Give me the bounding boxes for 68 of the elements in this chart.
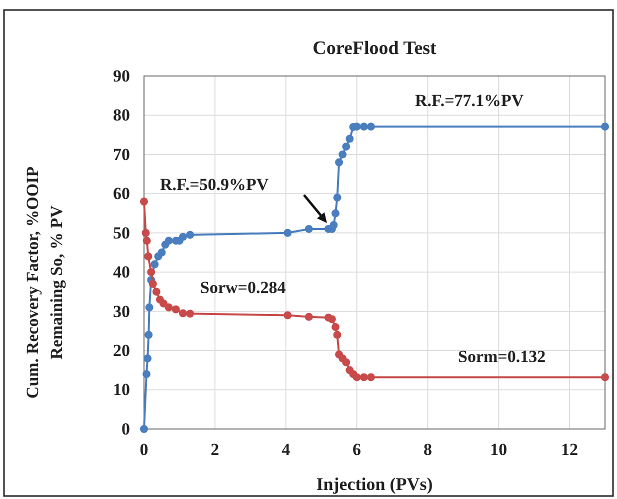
point (332, 323, 340, 332)
y-tick-label: 50 (113, 223, 130, 242)
point (346, 134, 354, 143)
point (152, 288, 160, 296)
point (160, 300, 168, 308)
point (304, 224, 313, 233)
point (360, 122, 368, 131)
y-tick-label: 70 (113, 144, 130, 164)
x-tick-label: 0 (140, 440, 148, 460)
point (158, 248, 166, 256)
point (142, 236, 151, 245)
y-tick-label: 10 (113, 380, 130, 400)
annotation: R.F.=77.1%PV (415, 91, 524, 110)
point (144, 330, 153, 339)
point (140, 425, 148, 433)
x-tick-label: 8 (423, 440, 432, 460)
chart-title: CoreFlood Test (312, 38, 438, 59)
y-tick-label: 20 (113, 340, 130, 360)
point (601, 122, 609, 131)
point (172, 305, 180, 314)
point (342, 142, 350, 151)
y-axis-title: Cum. Recovery Factor, %OOIP Remaining So, % PV (23, 166, 66, 399)
annotation: Sorw=0.284 (200, 278, 286, 297)
x-tick-label: 6 (352, 440, 362, 460)
point (150, 260, 159, 268)
annotation: Sorm=0.132 (458, 347, 546, 366)
point (360, 373, 368, 382)
annotation: R.F.=50.9%PV (160, 175, 270, 194)
point (330, 221, 338, 230)
point (186, 230, 194, 239)
point (144, 354, 152, 362)
point (179, 309, 187, 318)
point (142, 228, 150, 237)
x-tick-label: 12 (561, 440, 578, 460)
point (601, 373, 609, 382)
point (179, 232, 187, 241)
point (333, 330, 342, 339)
point (142, 370, 150, 378)
point (144, 252, 152, 260)
y-tick-label: 30 (113, 302, 130, 321)
point (338, 150, 347, 158)
point (164, 236, 173, 245)
point (140, 198, 148, 206)
y-tick-label: 60 (113, 184, 130, 204)
x-axis-title: Injection (PVs) (316, 474, 433, 494)
point (147, 268, 156, 276)
point (164, 303, 173, 312)
x-tick-label: 2 (210, 440, 220, 460)
y-tick-label: 40 (113, 262, 130, 282)
point (148, 280, 157, 288)
point (335, 158, 344, 166)
point (186, 310, 194, 318)
point (366, 122, 375, 131)
y-tick-label: 90 (113, 66, 130, 86)
point (145, 303, 154, 312)
point (304, 312, 313, 321)
point (366, 373, 375, 382)
point (342, 358, 350, 366)
x-tick-label: 4 (282, 440, 291, 460)
x-tick-label: 10 (490, 440, 508, 460)
y-tick-label: 0 (122, 419, 130, 438)
y-tick-label: 80 (113, 106, 130, 125)
point (284, 228, 292, 237)
point (333, 194, 342, 202)
point (328, 315, 336, 324)
point (332, 209, 340, 218)
point (284, 311, 292, 320)
point (352, 373, 361, 382)
